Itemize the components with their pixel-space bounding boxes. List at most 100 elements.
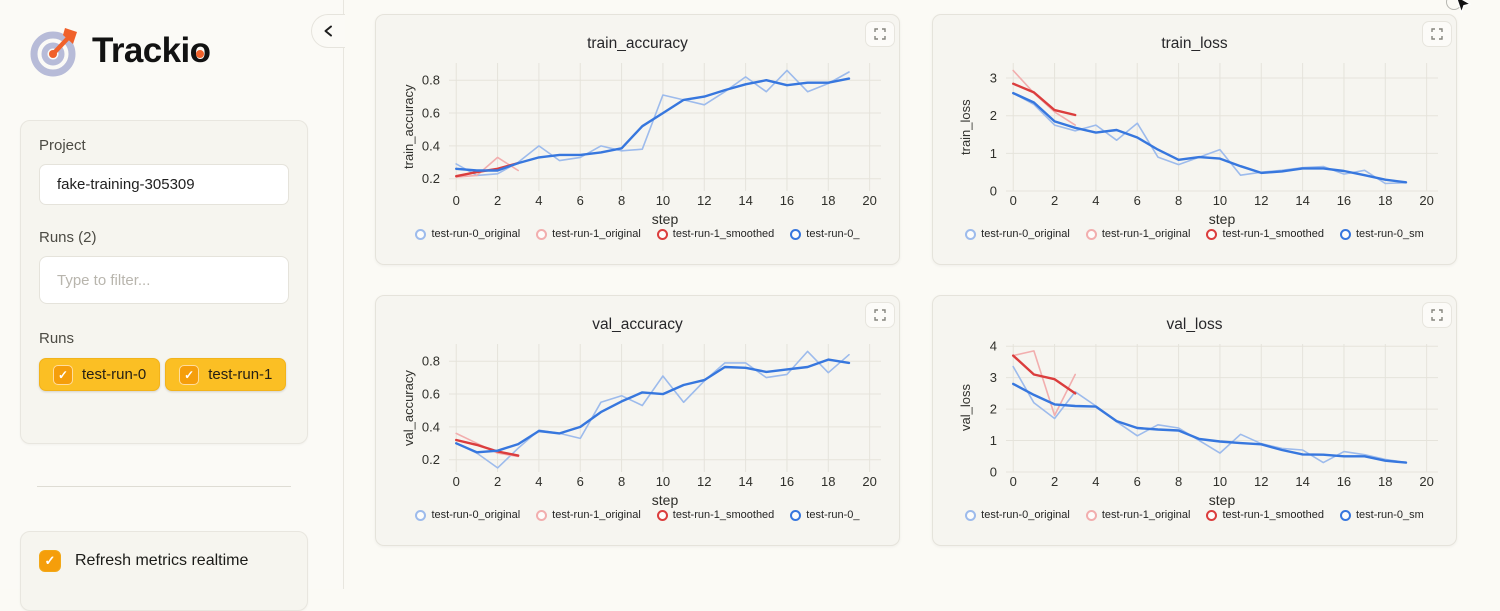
legend-item[interactable]: test-run-0_original [415,228,520,240]
legend-ring-icon [790,228,802,240]
legend-ring-icon [1339,509,1351,521]
legend-item[interactable]: test-run-0_ [790,228,860,240]
run-chip-test-run-1[interactable]: ✓ test-run-1 [165,358,287,391]
series-test-run-0_smoothed [1011,91,1408,184]
chart-card-train-loss: train_loss train_loss 0 2 4 6 8 10 12 14 16 18 20 0… [932,14,1457,265]
chart-legend: test-run-0_original test-run-1_original te… [384,509,891,521]
x-tick-label: 8 [618,193,625,208]
legend-item[interactable]: test-run-0_original [415,509,520,521]
x-tick-label: 20 [862,474,876,489]
x-tick-label: 14 [738,474,752,489]
y-tick-label: 0.4 [422,419,440,434]
y-tick-label: 2 [990,108,997,123]
x-tick-label: 2 [1051,474,1058,489]
checkbox-checked-icon[interactable]: ✓ [53,364,73,385]
run-chip-test-run-0[interactable]: ✓ test-run-0 [39,358,161,391]
x-tick-label: 4 [535,193,542,208]
y-tick-label: 1 [990,146,997,161]
legend-item[interactable]: test-run-0_sm [1339,509,1424,521]
y-tick-label: 0.8 [422,73,440,88]
x-tick-label: 0 [453,193,460,208]
line-chart: 0 2 4 6 8 10 12 14 16 18 20 0.2 0.4 0.6 0.8 [422,344,881,489]
x-tick-label: 6 [1134,474,1141,489]
x-tick-label: 8 [1175,474,1182,489]
runs-filter-input[interactable] [39,256,289,304]
chevron-left-icon [324,25,332,37]
legend-item[interactable]: test-run-1_smoothed [1206,509,1324,521]
y-tick-label: 3 [990,370,997,385]
chart-card-val-accuracy: val_accuracy val_accuracy 0 2 4 6 8 10 12 14 16 1… [375,295,900,546]
run-chip-label: test-run-1 [208,366,273,383]
x-tick-label: 10 [656,193,670,208]
legend-label: test-run-0_original [431,228,521,240]
legend-item[interactable]: test-run-1_smoothed [656,228,775,240]
sidebar: Trackio Project Runs (2) Runs ✓ test-run… [0,0,344,611]
refresh-checkbox[interactable]: ✓ [39,550,61,572]
expand-chart-button[interactable] [865,302,895,328]
charts-grid: train_accuracy train_accuracy 0 2 4 6 8 10 12 1… [375,14,1457,546]
app-title: Trackio [92,31,211,71]
runs-count-label: Runs (2) [39,229,97,246]
legend-item[interactable]: test-run-0_sm [1339,228,1424,240]
x-axis-label: step [651,492,679,508]
series-test-run-0_smoothed [1011,382,1408,464]
checkbox-checked-icon[interactable]: ✓ [179,364,200,385]
x-tick-label: 12 [697,193,711,208]
fullscreen-icon [874,309,886,321]
x-tick-label: 14 [738,193,752,208]
legend-label: test-run-1_smoothed [672,509,775,521]
run-chip-label: test-run-0 [82,366,147,383]
legend-item[interactable]: test-run-1_smoothed [656,509,775,521]
sidebar-collapse-button[interactable] [311,14,345,48]
legend-ring-icon [1206,228,1218,240]
series-test-run-0_original [1012,92,1407,185]
legend-item[interactable]: test-run-1_original [536,228,641,240]
x-tick-label: 10 [1213,474,1227,489]
x-tick-label: 4 [1092,193,1099,208]
legend-label: test-run-0_original [981,509,1070,521]
legend-ring-icon [536,228,548,240]
mouse-cursor-icon [1446,0,1472,14]
legend-ring-icon [415,509,427,521]
x-tick-label: 12 [697,474,711,489]
chart-card-train-accuracy: train_accuracy train_accuracy 0 2 4 6 8 10 12 1… [375,14,900,265]
legend-ring-icon [790,509,802,521]
expand-chart-button[interactable] [1422,302,1452,328]
legend-ring-icon [965,509,977,521]
x-tick-label: 4 [1092,474,1099,489]
series-test-run-1_smoothed [1011,354,1077,395]
legend-item[interactable]: test-run-1_original [536,509,641,521]
x-tick-label: 20 [1419,193,1433,208]
project-label: Project [39,137,86,154]
x-tick-label: 16 [1337,193,1351,208]
x-tick-label: 6 [1134,193,1141,208]
x-tick-label: 12 [1254,193,1268,208]
legend-item[interactable]: test-run-0_ [790,509,860,521]
legend-item[interactable]: test-run-1_original [1085,228,1191,240]
legend-label: test-run-1_original [1101,228,1191,240]
legend-item[interactable]: test-run-0_original [965,509,1070,521]
legend-ring-icon [965,228,977,240]
x-tick-label: 10 [656,474,670,489]
chart-title: val_accuracy [592,316,683,333]
y-tick-label: 0.4 [422,138,440,153]
expand-chart-button[interactable] [865,21,895,47]
x-tick-label: 18 [821,474,835,489]
fullscreen-icon [874,28,886,40]
legend-item[interactable]: test-run-1_smoothed [1206,228,1324,240]
chart-legend: test-run-0_original test-run-1_original te… [384,228,891,240]
legend-item[interactable]: test-run-1_original [1085,509,1190,521]
legend-ring-icon [415,228,427,240]
x-tick-label: 16 [780,193,794,208]
legend-label: test-run-1_smoothed [672,228,775,240]
x-tick-label: 2 [1051,193,1058,208]
y-tick-label: 0.2 [422,171,440,186]
fullscreen-icon [1431,309,1443,321]
project-input[interactable] [39,164,289,205]
series-test-run-1_smoothed [454,438,520,457]
expand-chart-button[interactable] [1422,21,1452,47]
legend-item[interactable]: test-run-0_original [965,228,1070,240]
series-test-run-0_smoothed [454,358,851,454]
y-tick-label: 0.6 [422,106,440,121]
